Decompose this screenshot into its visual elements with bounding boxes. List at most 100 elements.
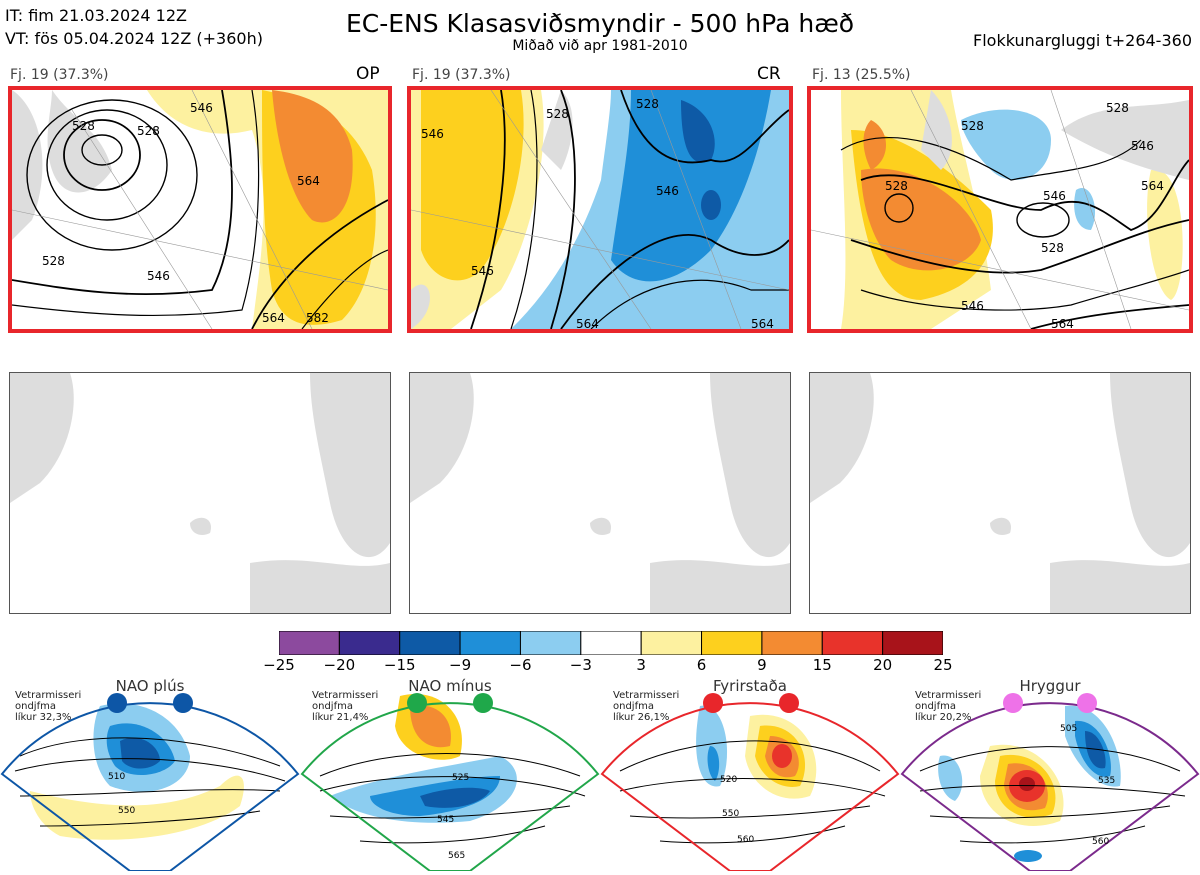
- contour-label: 525: [452, 773, 469, 783]
- contour-label: 564: [1141, 179, 1164, 193]
- regime-dot: [107, 693, 127, 713]
- colorbar-swatch: [338, 630, 401, 656]
- regime-title: NAO plús: [115, 677, 185, 695]
- regime-fyrirstada: 520 550 560: [600, 676, 900, 872]
- valid-time: VT: fös 05.04.2024 12Z (+360h): [5, 29, 263, 48]
- contour-label: 560: [1092, 837, 1109, 847]
- contour-label: 528: [636, 97, 659, 111]
- contour-label: 564: [576, 317, 599, 329]
- page-subtitle: Miðað við apr 1981-2010: [512, 38, 688, 54]
- contour-label: 546: [190, 101, 213, 115]
- colorbar-swatch: [821, 630, 884, 656]
- panel-3-label: Fj. 13 (25.5%): [812, 67, 911, 83]
- contour-label: 545: [437, 815, 454, 825]
- contour-label: 546: [147, 269, 170, 283]
- colorbar-tick-label: −6: [509, 656, 532, 674]
- colorbar-swatch: [580, 630, 642, 656]
- colorbar-tick-label: −15: [383, 656, 416, 674]
- blank-map-1: [9, 372, 391, 614]
- contour-label: 546: [1043, 189, 1066, 203]
- contour-label: 528: [546, 107, 569, 121]
- regime-note: Vetrarmisseri ondjfma líkur 21,4%: [312, 690, 379, 723]
- colorbar-tick-label: −25: [263, 656, 295, 674]
- contour-label: 564: [1051, 317, 1074, 329]
- colorbar-tick-label: −9: [449, 656, 472, 674]
- colorbar-ticks: −25 −20 −15 −9 −6 −3 3 6 9 15 20 25: [260, 656, 964, 676]
- colorbar-tick-label: −3: [569, 656, 592, 674]
- regime-dot: [1003, 693, 1023, 713]
- regime-dot: [473, 693, 493, 713]
- classification-window: Flokkunargluggi t+264-360: [973, 31, 1192, 50]
- contour-label: 510: [108, 772, 125, 782]
- regime-nao-plus: 510 550: [0, 676, 300, 872]
- regime-note: Vetrarmisseri ondjfma líkur 26,1%: [613, 690, 680, 723]
- regime-hryggur: 505 535 560: [900, 676, 1200, 872]
- panel-1-tag: OP: [356, 64, 380, 84]
- colorbar-tick-label: −20: [323, 656, 356, 674]
- blank-map-2: [409, 372, 791, 614]
- colorbar-swatch: [761, 630, 823, 656]
- blank-map-3: [809, 372, 1191, 614]
- fan-frame: [300, 702, 600, 872]
- contour-label: 528: [961, 119, 984, 133]
- contour-label: 528: [72, 119, 95, 133]
- panel-1-label: Fj. 19 (37.3%): [10, 67, 109, 83]
- contour-label: 565: [448, 851, 465, 861]
- regime-note: Vetrarmisseri ondjfma líkur 20,2%: [915, 690, 982, 723]
- colorbar-tick-label: 20: [873, 656, 893, 674]
- regime-dot: [407, 693, 427, 713]
- contour-label: 528: [42, 254, 65, 268]
- contour-label: 505: [1060, 724, 1077, 734]
- colorbar-swatch: [519, 630, 582, 656]
- contour-label: 564: [297, 174, 320, 188]
- contour-label: 520: [720, 775, 737, 785]
- page-title: EC-ENS Klasasviðsmyndir - 500 hPa hæð: [345, 9, 855, 38]
- contour-label: 546: [1131, 139, 1154, 153]
- contour-label: 546: [471, 264, 494, 278]
- contour-label: 535: [1098, 776, 1115, 786]
- init-time: IT: fim 21.03.2024 12Z: [5, 6, 187, 25]
- panel-2-label: Fj. 19 (37.3%): [412, 67, 511, 83]
- contour-label: 564: [751, 317, 774, 329]
- cluster-map-cr[interactable]: 528 528 546 546 546 564 564: [407, 86, 793, 333]
- fan-frame: [600, 702, 900, 872]
- fan-frame: [0, 702, 300, 872]
- contour-label: 528: [885, 179, 908, 193]
- colorbar-tick-label: 15: [812, 656, 832, 674]
- contour-label: 550: [722, 809, 739, 819]
- panel-2-tag: CR: [757, 64, 781, 84]
- regime-dot: [779, 693, 799, 713]
- contour-label: 546: [961, 299, 984, 313]
- header-left: IT: fim 21.03.2024 12Z VT: fös 05.04.202…: [5, 4, 263, 50]
- contour-label: 528: [1106, 101, 1129, 115]
- colorbar-swatch: [701, 630, 763, 656]
- contour-label: 546: [421, 127, 444, 141]
- contour-label: 560: [737, 835, 754, 845]
- fan-frame: [900, 702, 1200, 872]
- colorbar-tick-label: 25: [933, 656, 953, 674]
- colorbar-swatch: [882, 630, 944, 656]
- contour-label: 564: [262, 311, 285, 325]
- colorbar-tick-label: 3: [636, 656, 646, 674]
- contour-label: 582: [306, 311, 329, 325]
- colorbar-tick-label: 6: [696, 656, 707, 674]
- regime-title: Hryggur: [1019, 677, 1081, 695]
- regime-title: NAO mínus: [408, 677, 492, 695]
- colorbar-swatch: [459, 630, 521, 656]
- regime-title: Fyrirstaða: [713, 677, 787, 695]
- cluster-map-op[interactable]: 528 528 528 546 546 564 564 582: [8, 86, 392, 333]
- colorbar: [278, 630, 944, 656]
- contour-label: 528: [1041, 241, 1064, 255]
- regime-dot: [703, 693, 723, 713]
- regime-nao-minus: 525 545 565: [300, 676, 600, 872]
- cluster-map-3[interactable]: 528 528 528 528 546 546 546 564 564: [807, 86, 1193, 333]
- contour-label: 528: [137, 124, 160, 138]
- colorbar-swatch: [399, 630, 461, 656]
- regime-note: Vetrarmisseri ondjfma líkur 32,3%: [15, 690, 82, 723]
- regime-dot: [1077, 693, 1097, 713]
- colorbar-tick-label: 9: [757, 656, 767, 674]
- colorbar-swatch: [640, 630, 703, 656]
- contour-label: 550: [118, 806, 135, 816]
- regime-dot: [173, 693, 193, 713]
- colorbar-swatch: [278, 630, 340, 656]
